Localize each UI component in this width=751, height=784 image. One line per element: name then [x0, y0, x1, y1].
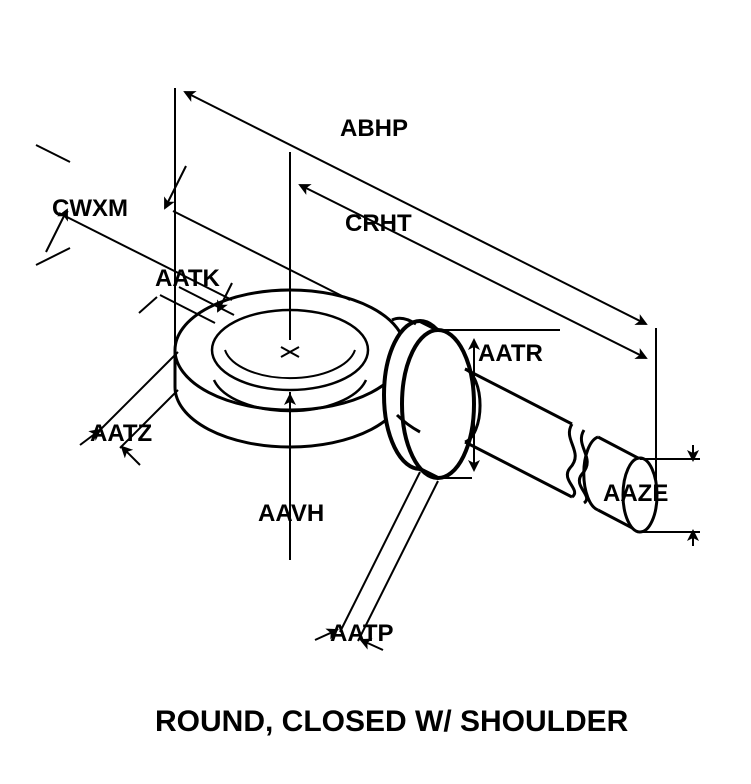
- label-cwxm: CWXM: [52, 195, 128, 223]
- label-aatr: AATR: [478, 340, 543, 368]
- label-aatz: AATZ: [90, 420, 152, 448]
- label-aatk: AATK: [155, 265, 220, 293]
- diagram-container: ABHP CWXM CRHT AATK AATR AATZ AAVH AAZE …: [0, 0, 751, 784]
- label-aatp: AATP: [330, 620, 394, 648]
- figure-caption: ROUND, CLOSED W/ SHOULDER: [155, 705, 628, 739]
- label-aavh: AAVH: [258, 500, 324, 528]
- label-crht: CRHT: [345, 210, 412, 238]
- label-aaze: AAZE: [603, 480, 668, 508]
- label-abhp: ABHP: [340, 115, 408, 143]
